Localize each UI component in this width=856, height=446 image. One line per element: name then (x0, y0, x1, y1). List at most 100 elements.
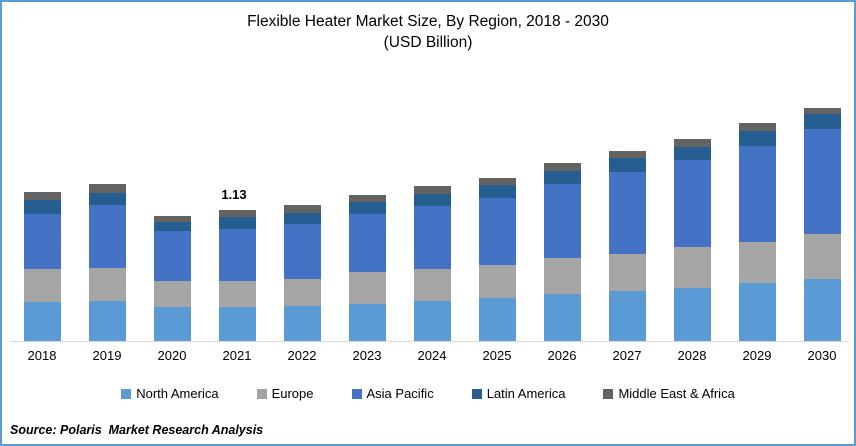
bar-segment-europe-2018 (23, 269, 61, 302)
x-axis-label-2028: 2028 (677, 348, 707, 363)
bar-segment-north-america-2028 (673, 287, 711, 341)
legend-swatch-icon (351, 388, 362, 399)
bar-segment-north-america-2024 (413, 300, 451, 341)
bar-segment-north-america-2025 (478, 298, 516, 341)
bar-segment-north-america-2022 (283, 306, 321, 341)
chart-title-line2: (USD Billion) (383, 34, 473, 51)
legend-label: Asia Pacific (366, 386, 434, 401)
bar-2021 (218, 210, 256, 341)
bar-segment-middle-east-africa-2027 (608, 151, 646, 159)
bar-segment-middle-east-africa-2019 (88, 183, 126, 194)
bar-segment-latin-america-2018 (23, 200, 61, 214)
bar-2022 (283, 204, 321, 341)
bar-segment-middle-east-africa-2020 (153, 216, 191, 222)
bar-segment-latin-america-2024 (413, 194, 451, 206)
bar-segment-north-america-2020 (153, 307, 191, 341)
bar-segment-middle-east-africa-2022 (283, 204, 321, 213)
legend: North America Europe Asia Pacific Latin Ame… (2, 386, 854, 401)
bar-segment-europe-2028 (673, 247, 711, 288)
bar-segment-asia-pacific-2020 (153, 231, 191, 281)
x-axis-label-2029: 2029 (742, 348, 772, 363)
legend-item-latin-america: Latin America (471, 386, 565, 401)
legend-swatch-icon (256, 388, 267, 399)
plot-area: 1.13 (2, 2, 854, 341)
x-axis-label-2027: 2027 (612, 348, 642, 363)
legend-swatch-icon (603, 388, 614, 399)
bar-segment-europe-2029 (738, 241, 776, 284)
legend-item-north-america: North America (121, 386, 219, 401)
bar-segment-north-america-2023 (348, 304, 386, 341)
bar-segment-europe-2019 (88, 268, 126, 301)
legend-label: North America (136, 386, 219, 401)
bar-2020 (153, 216, 191, 341)
bar-segment-asia-pacific-2030 (803, 129, 841, 234)
bar-segment-europe-2023 (348, 271, 386, 305)
legend-label: Europe (271, 386, 314, 401)
bar-segment-latin-america-2020 (153, 221, 191, 232)
bar-segment-middle-east-africa-2021 (218, 210, 256, 218)
legend-label: Middle East & Africa (618, 386, 735, 401)
bar-segment-latin-america-2025 (478, 184, 516, 198)
x-axis-label-2030: 2030 (807, 348, 837, 363)
bar-segment-europe-2030 (803, 233, 841, 279)
bar-segment-middle-east-africa-2028 (673, 138, 711, 147)
legend-item-middle-east-africa: Middle East & Africa (603, 386, 735, 401)
x-axis-label-2020: 2020 (157, 348, 187, 363)
bar-segment-north-america-2021 (218, 307, 256, 341)
bar-segment-asia-pacific-2018 (23, 213, 61, 270)
bar-segment-latin-america-2029 (738, 130, 776, 146)
bar-segment-middle-east-africa-2026 (543, 163, 581, 172)
bar-segment-europe-2026 (543, 257, 581, 294)
bar-segment-north-america-2027 (608, 291, 646, 341)
bar-segment-latin-america-2027 (608, 158, 646, 173)
data-label-2021: 1.13 (221, 187, 247, 203)
bar-2019 (88, 183, 126, 341)
bar-segment-latin-america-2021 (218, 217, 256, 229)
bar-2026 (543, 163, 581, 341)
bar-segment-asia-pacific-2022 (283, 224, 321, 279)
bar-segment-latin-america-2028 (673, 146, 711, 160)
bar-segment-north-america-2030 (803, 278, 841, 341)
legend-swatch-icon (471, 388, 482, 399)
bar-segment-asia-pacific-2026 (543, 183, 581, 258)
bar-segment-asia-pacific-2025 (478, 197, 516, 265)
bar-2027 (608, 151, 646, 341)
bar-segment-europe-2020 (153, 280, 191, 308)
bar-segment-asia-pacific-2023 (348, 213, 386, 272)
bar-2018 (23, 191, 61, 341)
bar-segment-asia-pacific-2029 (738, 145, 776, 242)
bar-segment-middle-east-africa-2030 (803, 107, 841, 115)
bar-segment-middle-east-africa-2018 (23, 191, 61, 200)
legend-item-europe: Europe (256, 386, 314, 401)
x-axis-label-2021: 2021 (222, 348, 252, 363)
legend-swatch-icon (121, 388, 132, 399)
bar-segment-latin-america-2026 (543, 171, 581, 184)
bar-segment-asia-pacific-2019 (88, 204, 126, 269)
bar-2023 (348, 195, 386, 341)
x-axis-label-2025: 2025 (482, 348, 512, 363)
bar-segment-europe-2025 (478, 264, 516, 299)
bar-segment-europe-2027 (608, 254, 646, 292)
bar-segment-latin-america-2023 (348, 202, 386, 214)
bar-segment-north-america-2019 (88, 300, 126, 341)
bar-segment-asia-pacific-2028 (673, 159, 711, 248)
chart-title: Flexible Heater Market Size, By Region, … (2, 11, 854, 53)
bar-2024 (413, 186, 451, 341)
bar-2025 (478, 178, 516, 341)
x-axis-label-2026: 2026 (547, 348, 577, 363)
bar-segment-middle-east-africa-2023 (348, 195, 386, 203)
x-axis-line (10, 341, 848, 342)
bar-2029 (738, 122, 776, 341)
chart-title-line1: Flexible Heater Market Size, By Region, … (247, 13, 609, 30)
bar-segment-latin-america-2030 (803, 114, 841, 130)
bar-segment-latin-america-2022 (283, 212, 321, 225)
x-axis-label-2019: 2019 (92, 348, 122, 363)
x-axis-label-2022: 2022 (287, 348, 317, 363)
bar-segment-asia-pacific-2024 (413, 205, 451, 270)
x-axis-label-2018: 2018 (27, 348, 57, 363)
bar-segment-europe-2021 (218, 280, 256, 308)
bar-segment-europe-2024 (413, 269, 451, 301)
bar-segment-north-america-2029 (738, 283, 776, 341)
bar-2028 (673, 138, 711, 341)
